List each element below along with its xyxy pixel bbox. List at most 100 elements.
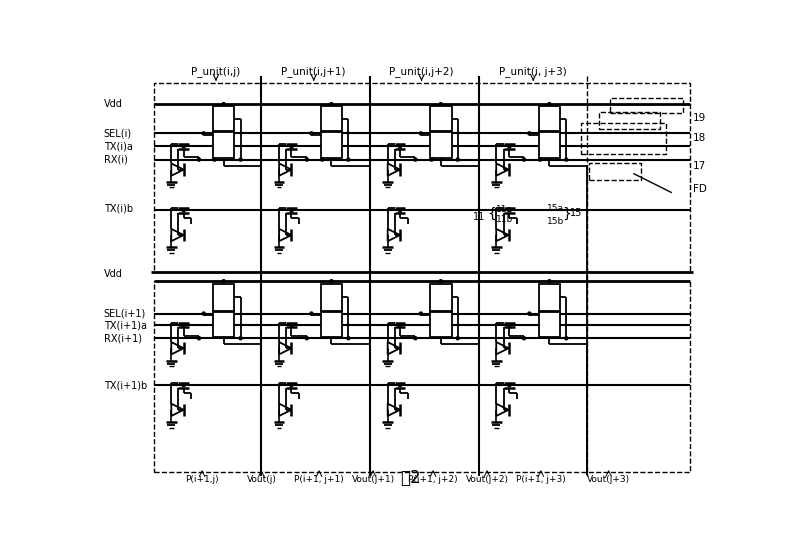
Circle shape (330, 103, 333, 106)
Text: P(i+1, j+3): P(i+1, j+3) (516, 475, 566, 484)
Circle shape (310, 312, 313, 315)
Circle shape (182, 324, 185, 327)
Text: TX(i)b: TX(i)b (103, 203, 133, 213)
Circle shape (290, 145, 293, 148)
Text: }: } (562, 206, 571, 220)
Circle shape (398, 145, 402, 148)
Text: TX(i+1)b: TX(i+1)b (103, 380, 146, 390)
Circle shape (182, 209, 185, 212)
Circle shape (306, 337, 308, 340)
Text: SEL(i): SEL(i) (103, 129, 132, 138)
Circle shape (321, 158, 324, 161)
Circle shape (347, 158, 350, 161)
Text: TX(i)a: TX(i)a (103, 142, 133, 152)
Circle shape (222, 280, 226, 283)
Bar (581, 124, 666, 154)
Text: P_unit(i,j): P_unit(i,j) (191, 66, 241, 77)
Circle shape (239, 158, 242, 161)
Circle shape (528, 132, 531, 135)
Bar (154, 281, 690, 472)
Circle shape (414, 158, 417, 161)
Text: 11: 11 (474, 212, 486, 222)
Text: {: { (487, 206, 496, 220)
Text: 18: 18 (693, 133, 706, 143)
Text: P_unit(i,j+1): P_unit(i,j+1) (282, 66, 346, 77)
Circle shape (548, 280, 551, 283)
Bar (538, 283, 560, 311)
Circle shape (419, 132, 422, 135)
Bar (154, 83, 690, 272)
Text: 15: 15 (570, 208, 582, 218)
Circle shape (565, 158, 568, 161)
Circle shape (538, 158, 542, 161)
Text: 15b: 15b (547, 217, 564, 226)
Circle shape (430, 158, 433, 161)
Circle shape (548, 103, 551, 106)
Circle shape (182, 145, 185, 148)
Bar (430, 283, 451, 311)
Circle shape (310, 132, 313, 135)
Text: Vdd: Vdd (103, 99, 122, 109)
Bar (321, 132, 342, 158)
Circle shape (213, 158, 216, 161)
Circle shape (290, 383, 293, 387)
Circle shape (290, 324, 293, 327)
Circle shape (528, 312, 531, 315)
Bar (321, 107, 342, 131)
Circle shape (508, 383, 511, 387)
Circle shape (419, 312, 422, 315)
Circle shape (398, 383, 402, 387)
Bar (321, 312, 342, 337)
Circle shape (398, 324, 402, 327)
Text: Vdd: Vdd (103, 269, 122, 278)
Text: 19: 19 (693, 113, 706, 123)
Circle shape (347, 337, 350, 340)
Bar (538, 132, 560, 158)
Circle shape (202, 312, 205, 315)
Text: Vout(j+3): Vout(j+3) (587, 475, 630, 484)
Circle shape (398, 209, 402, 212)
Circle shape (508, 209, 511, 212)
Bar (430, 312, 451, 337)
Text: SEL(i+1): SEL(i+1) (103, 309, 146, 318)
Circle shape (508, 324, 511, 327)
Bar (213, 283, 234, 311)
Text: P(i+1,j): P(i+1,j) (186, 475, 219, 484)
Bar (538, 312, 560, 337)
Circle shape (439, 280, 442, 283)
Text: Vout(j+2): Vout(j+2) (466, 475, 509, 484)
Circle shape (565, 337, 568, 340)
Circle shape (198, 158, 201, 161)
Text: 17: 17 (693, 161, 706, 171)
Text: P(i+1, j+2): P(i+1, j+2) (408, 475, 458, 484)
Text: P(i+1, j+1): P(i+1, j+1) (294, 475, 344, 484)
Circle shape (414, 337, 417, 340)
Text: 11a: 11a (496, 205, 514, 214)
Circle shape (290, 209, 293, 212)
Bar (430, 132, 451, 158)
Text: Vout(j): Vout(j) (246, 475, 276, 484)
Text: 11b: 11b (496, 215, 514, 224)
Text: FD: FD (693, 184, 706, 194)
Circle shape (456, 158, 459, 161)
Bar (213, 132, 234, 158)
Bar (538, 107, 560, 131)
Circle shape (239, 337, 242, 340)
Circle shape (222, 103, 226, 106)
Circle shape (330, 280, 333, 283)
Bar (610, 98, 683, 113)
Circle shape (522, 337, 526, 340)
Bar (321, 283, 342, 311)
Text: RX(i): RX(i) (103, 155, 127, 165)
Text: P_unit(i,j+2): P_unit(i,j+2) (390, 66, 454, 77)
Circle shape (202, 132, 205, 135)
Bar (213, 107, 234, 131)
Circle shape (439, 103, 442, 106)
Circle shape (306, 158, 308, 161)
Bar (589, 162, 641, 179)
Text: 15a: 15a (547, 203, 564, 213)
Text: RX(i+1): RX(i+1) (103, 333, 142, 343)
Circle shape (522, 158, 526, 161)
Text: Vout(j+1): Vout(j+1) (351, 475, 394, 484)
Text: P_unit(i, j+3): P_unit(i, j+3) (499, 66, 567, 77)
